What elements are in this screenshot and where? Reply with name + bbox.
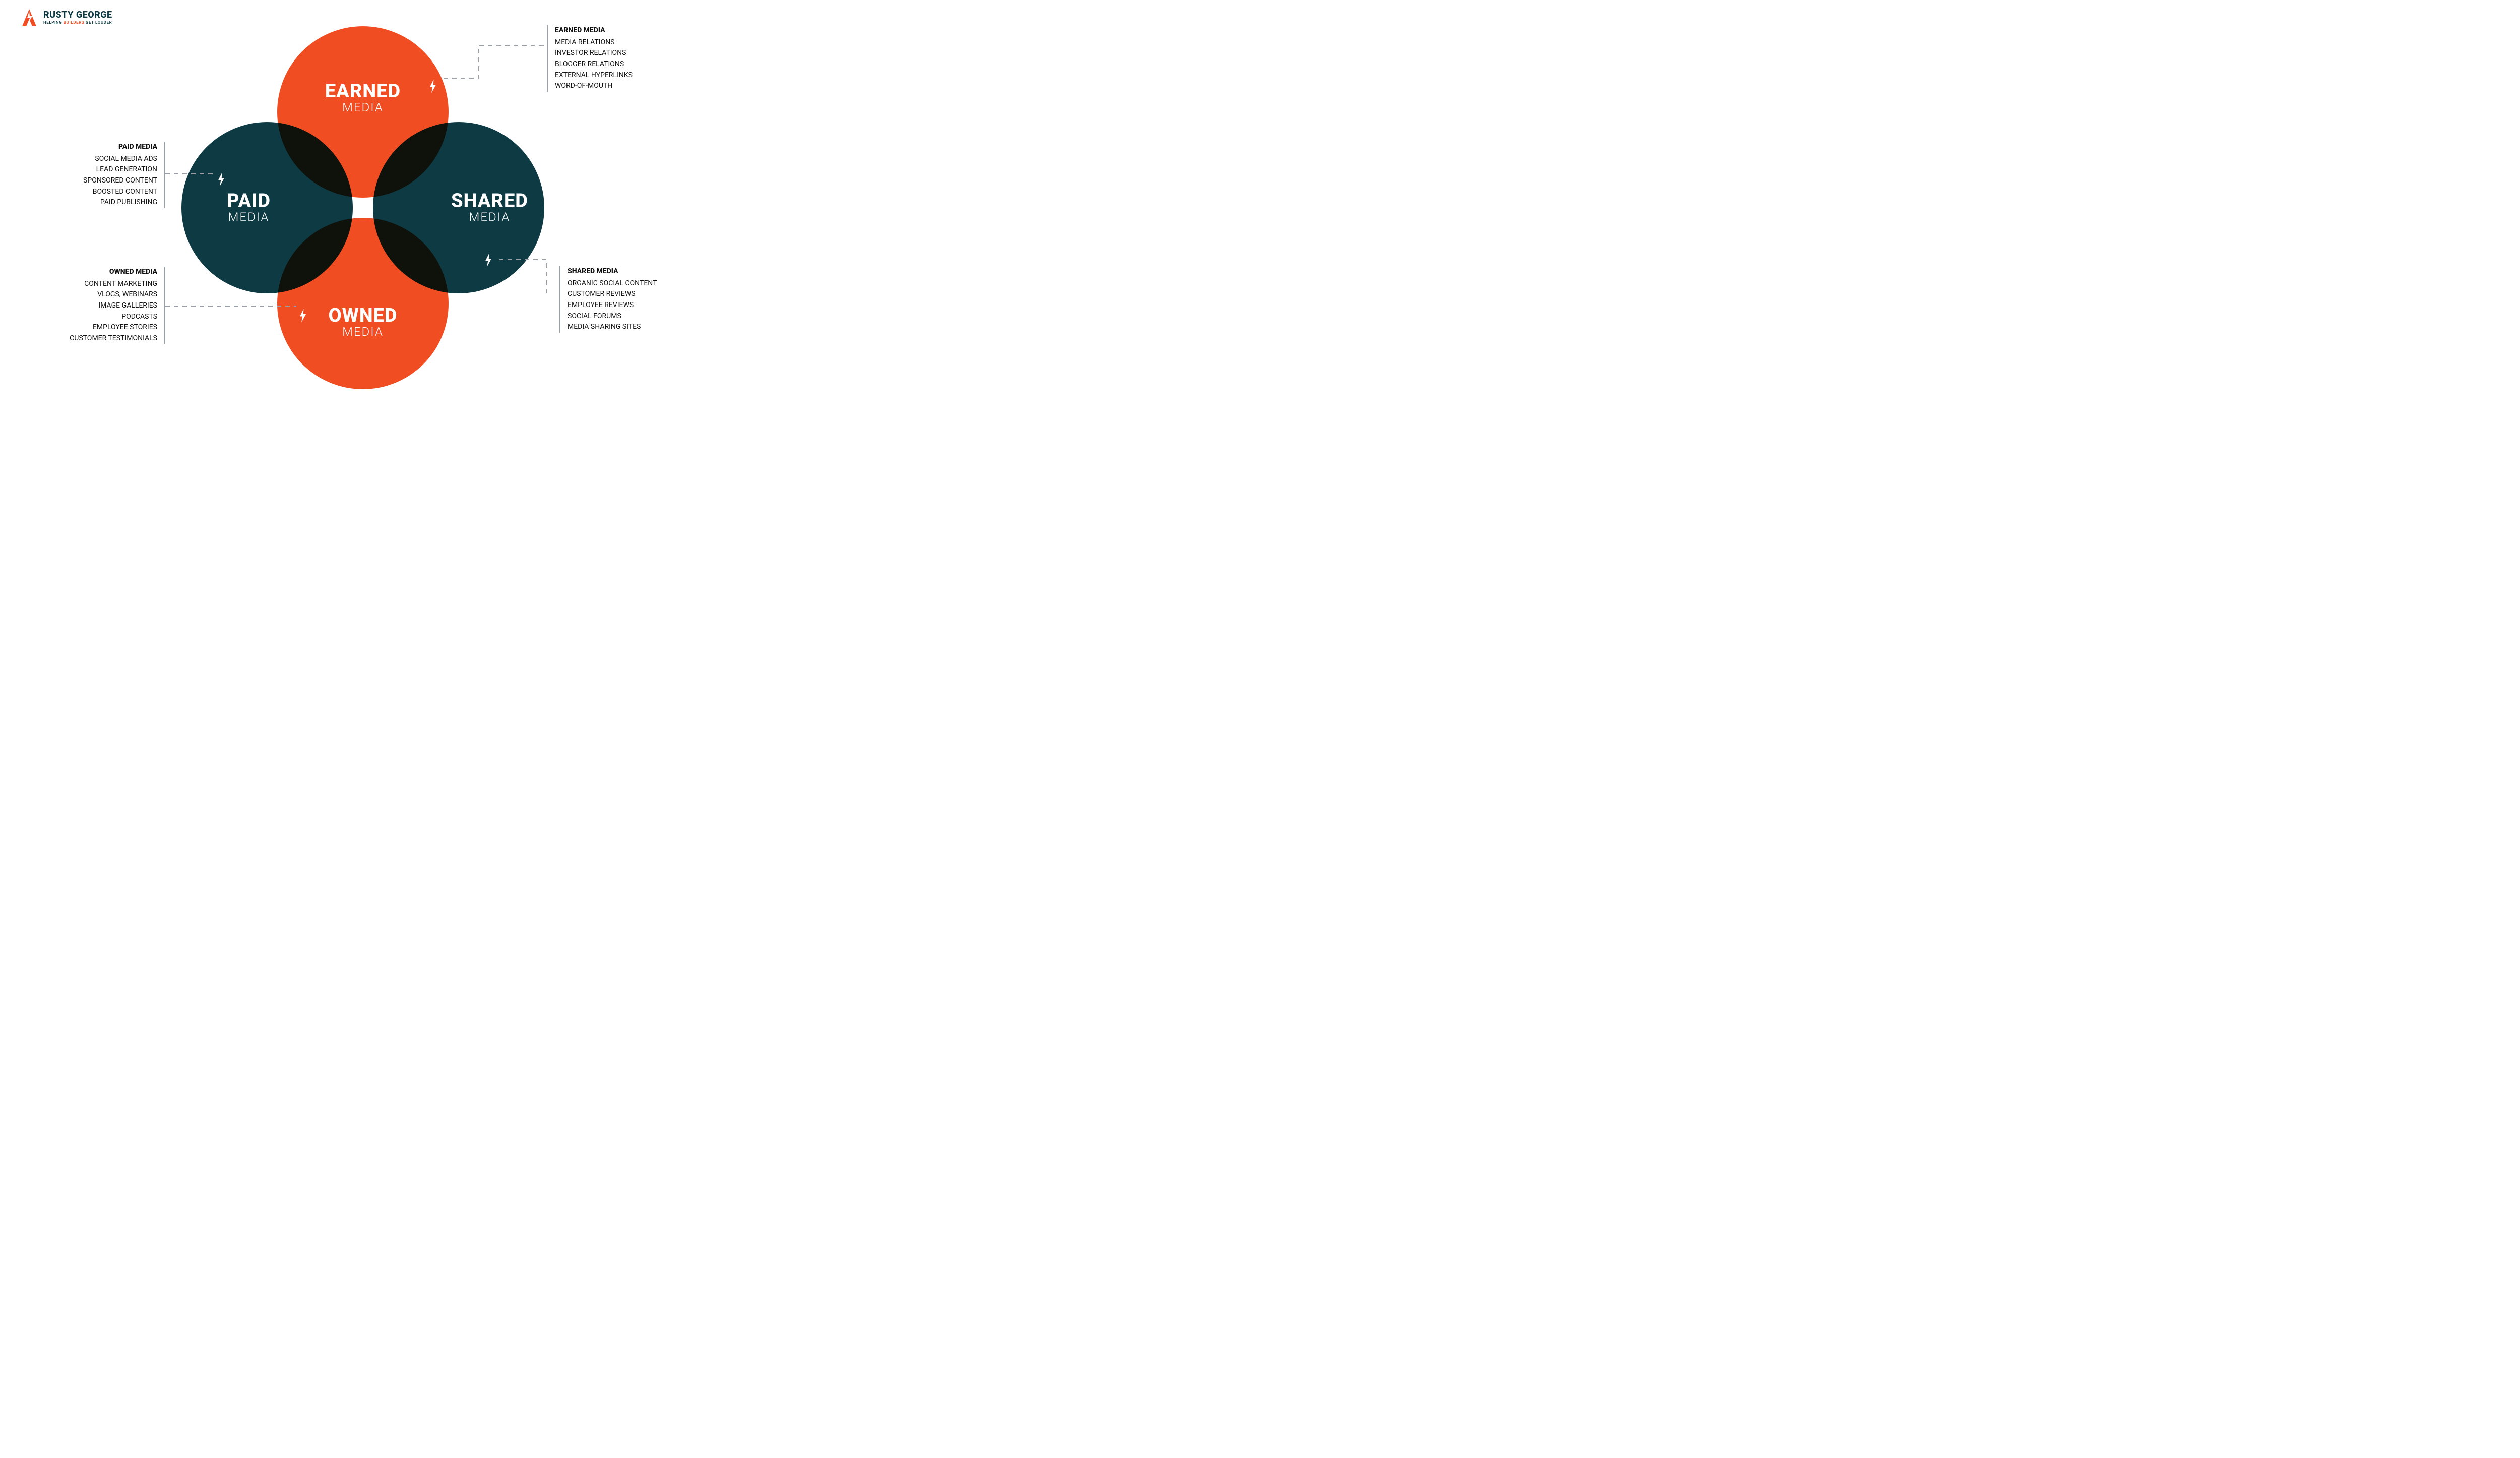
list-item: MEDIA RELATIONS [555,37,678,48]
logo-tagline: HELPING BUILDERS GET LOUDER [43,20,112,25]
bolt-icon [217,172,226,187]
list-item: SOCIAL MEDIA ADS [40,154,157,165]
callout-owned: OWNED MEDIA CONTENT MARKETING VLOGS, WEB… [40,267,165,344]
callout-paid: PAID MEDIA SOCIAL MEDIA ADS LEAD GENERAT… [40,142,165,208]
list-item: ORGANIC SOCIAL CONTENT [568,278,690,289]
bolt-icon [428,79,437,93]
circle-owned [277,218,449,389]
list-item: MEDIA SHARING SITES [568,322,690,333]
list-item: IMAGE GALLERIES [40,300,157,312]
list-item: BLOGGER RELATIONS [555,59,678,70]
list-item: LEAD GENERATION [40,164,157,175]
callout-shared: SHARED MEDIA ORGANIC SOCIAL CONTENT CUST… [559,266,690,333]
circle-earned [277,26,449,198]
list-item: VLOGS, WEBINARS [40,289,157,300]
list-item: CUSTOMER REVIEWS [568,289,690,300]
peso-venn-diagram: EARNED MEDIA OWNED MEDIA PAID MEDIA SHAR… [181,26,544,389]
list-item: EMPLOYEE STORIES [40,322,157,333]
logo-name: RUSTY GEORGE [43,10,112,20]
list-item: BOOSTED CONTENT [40,187,157,198]
list-item: EXTERNAL HYPERLINKS [555,70,678,81]
list-item: PODCASTS [40,312,157,323]
bolt-icon [298,309,307,323]
brand-logo: RUSTY GEORGE HELPING BUILDERS GET LOUDER [20,7,112,27]
list-item: CONTENT MARKETING [40,279,157,290]
list-item: EMPLOYEE REVIEWS [568,300,690,311]
list-item: WORD-OF-MOUTH [555,81,678,92]
list-item: CUSTOMER TESTIMONIALS [40,333,157,344]
bolt-icon [484,253,493,267]
list-item: SOCIAL FORUMS [568,311,690,322]
list-item: INVESTOR RELATIONS [555,48,678,59]
list-item: SPONSORED CONTENT [40,175,157,187]
logo-mark-icon [20,7,38,27]
list-item: PAID PUBLISHING [40,197,157,208]
callout-earned: EARNED MEDIA MEDIA RELATIONS INVESTOR RE… [547,25,678,92]
